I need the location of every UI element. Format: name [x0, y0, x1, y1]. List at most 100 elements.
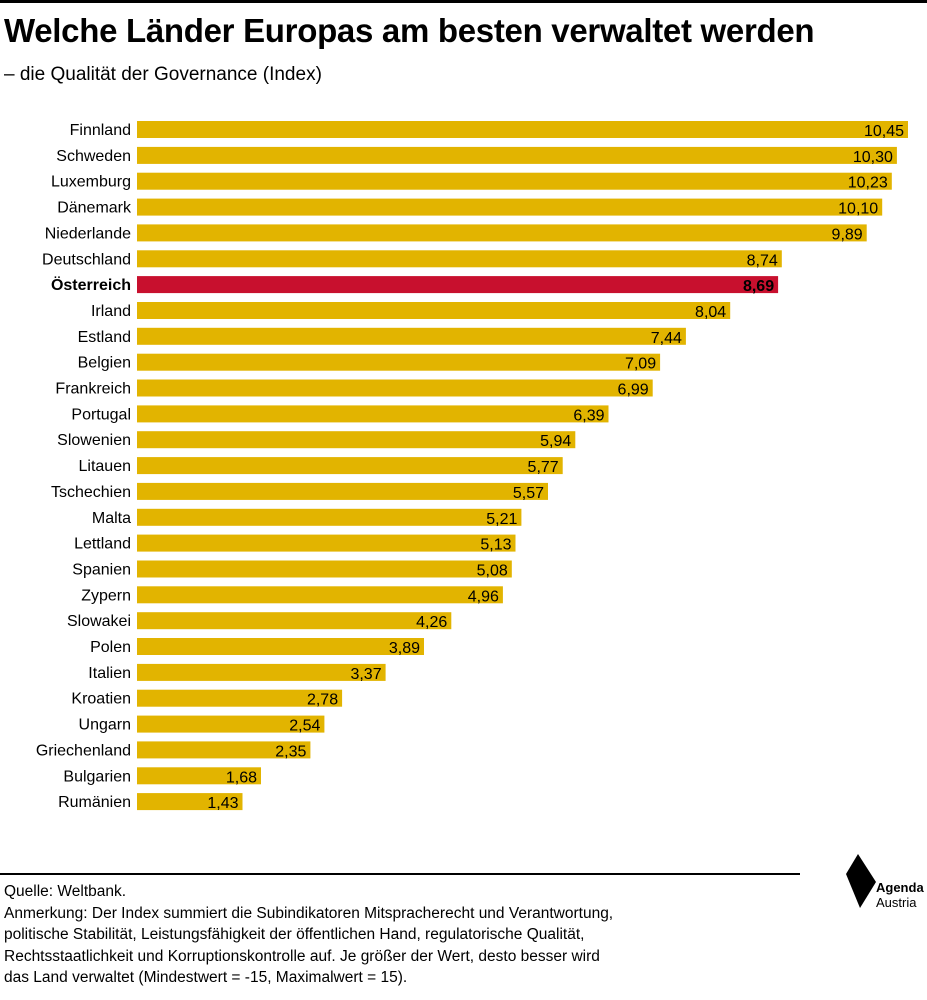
category-label: Österreich [51, 275, 131, 294]
category-label: Luxemburg [51, 174, 131, 191]
value-label: 10,30 [853, 149, 893, 166]
note-line: politische Stabilität, Leistungsfähigkei… [4, 926, 585, 943]
bar-row: Italien 3,37 [88, 663, 386, 683]
bar-row: Tschechien 5,57 [51, 482, 548, 502]
bar [137, 482, 548, 500]
value-label: 8,04 [695, 304, 726, 321]
value-label: 3,37 [350, 666, 381, 683]
value-label: 2,35 [275, 743, 306, 760]
bar [137, 224, 867, 242]
category-label: Deutschland [42, 251, 131, 268]
category-label: Zypern [81, 587, 131, 604]
category-label: Ungarn [79, 717, 131, 734]
value-label: 5,57 [513, 485, 544, 502]
bar-row: Dänemark 10,10 [57, 198, 883, 218]
bar-row: Kroatien 2,78 [71, 689, 343, 709]
bar-row: Spanien 5,08 [72, 560, 512, 580]
logo-line-1: Agenda [876, 880, 924, 895]
bar [137, 534, 516, 552]
value-label: 9,89 [832, 226, 863, 243]
footer-notes: Quelle: Weltbank. Anmerkung: Der Index s… [4, 881, 824, 989]
value-label: 3,89 [389, 640, 420, 657]
category-label: Lettland [74, 536, 131, 553]
bar [137, 250, 782, 268]
bar [137, 586, 503, 604]
value-label: 10,10 [838, 201, 878, 218]
category-label: Niederlande [45, 225, 131, 242]
category-label: Kroatien [71, 691, 131, 708]
bar-row: Griechenland 2,35 [36, 741, 311, 760]
value-label: 1,68 [226, 769, 257, 786]
bar-row: Slowenien 5,94 [57, 431, 576, 450]
category-label: Finnland [70, 122, 131, 139]
bar-row: Österreich 8,69 [51, 275, 779, 295]
bar [137, 302, 731, 319]
bar-row: Polen 3,89 [90, 638, 424, 657]
bar-row: Irland 8,04 [91, 302, 731, 321]
bar [137, 121, 908, 138]
bar [137, 741, 311, 759]
bar-row: Deutschland 8,74 [42, 250, 782, 269]
value-label: 5,21 [486, 511, 517, 528]
category-label: Bulgarien [63, 768, 131, 785]
bar-row: Finnland 10,45 [70, 121, 908, 140]
bar-row: Zypern 4,96 [81, 586, 503, 605]
bar [137, 172, 892, 190]
logo-text: Agenda Austria [876, 880, 924, 910]
category-label: Frankreich [55, 381, 131, 398]
value-label: 2,78 [307, 692, 338, 709]
agenda-austria-logo-icon [846, 854, 876, 908]
value-label: 4,26 [416, 614, 447, 631]
value-label: 10,23 [848, 175, 888, 192]
bar [137, 457, 563, 475]
value-label: 2,54 [289, 718, 320, 735]
footer-rule [0, 873, 800, 875]
category-label: Portugal [71, 406, 131, 423]
bar-row: Litauen 5,77 [79, 457, 563, 476]
bar [137, 431, 576, 449]
category-label: Schweden [56, 148, 131, 165]
value-label: 5,08 [477, 563, 508, 580]
bar-row: Belgien 7,09 [78, 353, 661, 373]
value-label: 1,43 [207, 795, 238, 812]
category-label: Slowenien [57, 432, 131, 449]
bar-row: Bulgarien 1,68 [63, 767, 261, 786]
category-label: Estland [78, 329, 131, 346]
value-label: 10,45 [864, 123, 904, 140]
value-label: 6,39 [573, 407, 604, 424]
bar-row: Estland 7,44 [78, 327, 686, 347]
bar [137, 327, 686, 345]
note-line: Rechtsstaatlichkeit und Korruptionskontr… [4, 947, 600, 965]
bar [137, 612, 452, 630]
category-label: Griechenland [36, 742, 131, 759]
value-label: 6,99 [618, 382, 649, 399]
bar [137, 508, 522, 526]
bar-row: Schweden 10,30 [56, 146, 897, 166]
bar [137, 353, 661, 371]
bar-row: Rumänien 1,43 [58, 793, 243, 812]
bar [137, 793, 243, 811]
value-label: 5,77 [528, 459, 559, 476]
bar [137, 146, 897, 164]
bar [137, 689, 343, 707]
source-note: Quelle: Weltbank. [4, 883, 127, 900]
logo-line-2: Austria [876, 895, 917, 910]
category-label: Belgien [78, 355, 131, 372]
bar-row: Malta 5,21 [92, 508, 522, 528]
value-label: 4,96 [468, 588, 499, 605]
note-line: Anmerkung: Der Index summiert die Subind… [4, 904, 614, 922]
value-label: 7,44 [651, 330, 682, 347]
category-label: Spanien [72, 562, 131, 579]
top-rule [0, 0, 927, 3]
category-label: Polen [90, 639, 131, 656]
value-label: 8,69 [743, 278, 774, 295]
category-label: Slowakei [67, 613, 131, 630]
bar-row: Ungarn 2,54 [79, 715, 325, 735]
bar-row: Slowakei 4,26 [67, 612, 452, 631]
bar-row: Frankreich 6,99 [55, 379, 653, 399]
value-label: 5,13 [480, 537, 511, 554]
bar-row: Niederlande 9,89 [45, 224, 867, 243]
bar-row: Portugal 6,39 [71, 405, 609, 424]
bar [137, 663, 386, 681]
note-line: das Land verwaltet (Mindestwert = -15, M… [4, 969, 408, 986]
